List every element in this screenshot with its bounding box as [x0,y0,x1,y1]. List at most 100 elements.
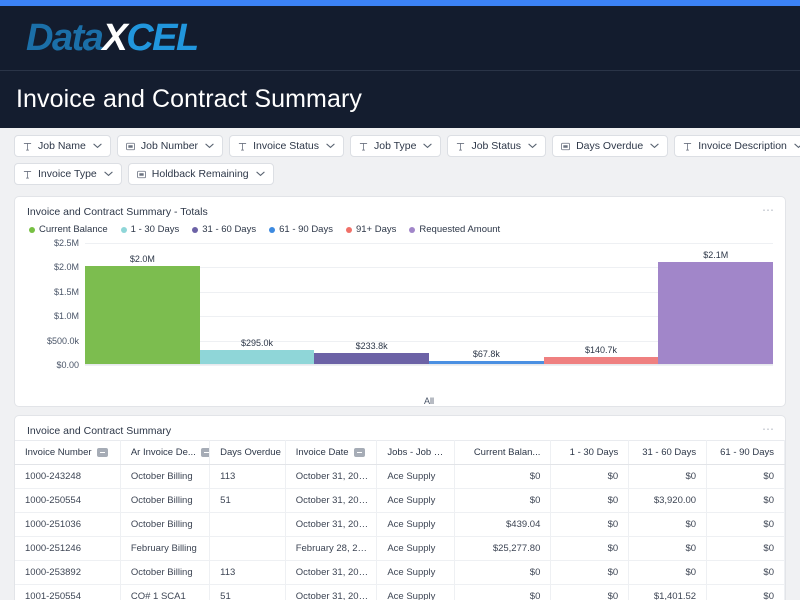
y-axis-tick-label: $1.5M [53,286,79,297]
y-axis-tick-label: $500.0k [46,335,79,346]
table-card-menu-icon[interactable]: ⋯ [762,422,775,436]
legend-color-dot [345,226,352,233]
table-header-cell[interactable]: 61 - 90 Days [706,440,785,465]
table-row[interactable]: 1000-243248 October Billing 113 October 31,… [15,464,785,489]
table-row[interactable]: 1000-251246 February Billing February 28, … [15,536,785,561]
collapse-column-icon[interactable] [96,448,108,457]
brand-logo-data: Data [26,17,104,59]
table-cell: $0 [550,512,630,537]
table-header-cell[interactable]: Invoice Date [285,440,378,465]
filter-row-1: Job Name Job Number Invoice Status Job Type… [14,135,800,157]
chart-legend: Current Balance 1 - 30 Days 31 - 60 Days 61… [15,221,785,235]
table-header-label: Invoice Number [25,447,92,458]
table-cell: 1000-251246 [15,536,121,561]
filter-chip-job-name[interactable]: Job Name [14,135,111,157]
page-title: Invoice and Contract Summary [16,85,363,113]
table-cell: $0 [628,512,708,537]
chart-card-menu-icon[interactable]: ⋯ [762,203,775,217]
table-cell: $25,277.80 [454,536,552,561]
number-filter-icon [125,142,135,151]
filter-chip-job-number[interactable]: Job Number [116,135,224,157]
chart-bar[interactable] [429,360,544,364]
filter-chip-job-type[interactable]: Job Type [350,135,442,157]
filter-chip-label: Job Type [374,140,417,152]
table-cell: October Billing [120,560,211,585]
filter-chip-holdback-remaining[interactable]: Holdback Remaining [127,163,274,185]
chart-bar[interactable] [85,266,200,364]
chevron-down-icon[interactable] [650,143,659,149]
chart-bar[interactable] [543,357,659,364]
chevron-down-icon[interactable] [423,143,433,149]
table-cell: October Billing [120,512,211,537]
table-header-cell[interactable]: Ar Invoice De... [120,440,211,465]
chevron-down-icon[interactable] [794,143,800,149]
table-cell: $0 [454,560,552,585]
table-cell: $0 [628,536,708,561]
table-row[interactable]: 1001-250554 CO# 1 SCA1 51 October 31, 2025 A… [15,584,785,600]
filter-chip-days-overdue[interactable]: Days Overdue [552,135,669,157]
chart-bar[interactable] [199,349,315,364]
y-axis-tick-label: $0.00 [56,360,79,370]
table-cell: CO# 1 SCA1 [120,584,211,600]
legend-item[interactable]: 61 - 90 Days [269,224,333,235]
table-row[interactable]: 1000-253892 October Billing 113 October 31,… [15,560,785,585]
table-cell: 51 [209,584,286,600]
table-cell: $0 [550,584,630,600]
filter-chip-job-status[interactable]: Job Status [447,135,547,157]
table-header-cell[interactable]: 1 - 30 Days [550,440,630,465]
brand-logo-x: X [102,17,127,59]
table-row[interactable]: 1000-250554 October Billing 51 October 31, … [15,488,785,513]
legend-item[interactable]: 1 - 30 Days [120,224,179,235]
chart-bar[interactable] [314,352,430,364]
chevron-down-icon[interactable] [205,143,214,149]
table-cell: Ace Supply [376,536,456,561]
legend-color-dot [269,226,276,233]
legend-item[interactable]: Current Balance [29,224,108,235]
table-header-cell[interactable]: 31 - 60 Days [628,440,708,465]
legend-item[interactable]: 31 - 60 Days [192,224,256,235]
chevron-down-icon[interactable] [93,143,102,149]
bar-value-label: $233.8k [355,340,388,351]
legend-color-dot [192,226,199,233]
chevron-down-icon[interactable] [528,143,537,149]
table-header-cell[interactable]: Current Balan... [454,440,552,465]
chevron-down-icon[interactable] [104,171,113,177]
chart-plot-area: $2.5M $2.0M $1.5M $1.0M $500.0k $0.00 $2.0M $2… [27,238,774,393]
number-filter-icon [136,170,146,179]
chevron-down-icon[interactable] [326,143,335,149]
gridline [85,243,773,244]
table-cell [209,536,286,561]
table-header-cell[interactable]: Invoice Number [15,440,121,465]
legend-item[interactable]: Requested Amount [409,224,500,235]
bar-value-label: $2.1M [703,249,729,260]
chart-bar[interactable] [658,261,774,364]
text-filter-icon [23,170,32,179]
table-header-cell[interactable]: Days Overdue [209,440,286,465]
table-cell: $0 [706,536,785,561]
collapse-column-icon[interactable] [200,448,209,457]
text-filter-icon [23,142,32,151]
brand-logo[interactable]: DataXCEL [26,17,199,59]
table-cell: 1000-251036 [15,512,121,537]
legend-color-dot [409,226,416,233]
table-cell: $0 [706,464,785,489]
gridline [85,340,773,342]
filter-chip-invoice-status[interactable]: Invoice Status [229,135,345,157]
chevron-down-icon[interactable] [256,171,265,177]
filter-chip-invoice-type[interactable]: Invoice Type [14,163,122,185]
legend-label: 31 - 60 Days [202,224,257,235]
gridline [85,291,773,293]
table-header-cell[interactable]: Jobs - Job Number → J... [376,440,456,465]
bar-value-label: $140.7k [585,345,618,356]
filter-chip-invoice-description[interactable]: Invoice Description [674,135,800,157]
table-header-content: Invoice Date [296,447,369,458]
legend-item[interactable]: 91+ Days [345,224,396,235]
table-row[interactable]: 1000-251036 October Billing October 31, 20… [15,512,785,537]
chart-card-title: Invoice and Contract Summary - Totals [27,206,208,218]
collapse-column-icon[interactable] [353,448,365,457]
y-axis-tick-label: $2.0M [53,262,79,273]
table-cell: October Billing [120,464,211,489]
table-header-label: Invoice Date [295,447,349,458]
table-cell: Ace Supply [376,512,456,537]
